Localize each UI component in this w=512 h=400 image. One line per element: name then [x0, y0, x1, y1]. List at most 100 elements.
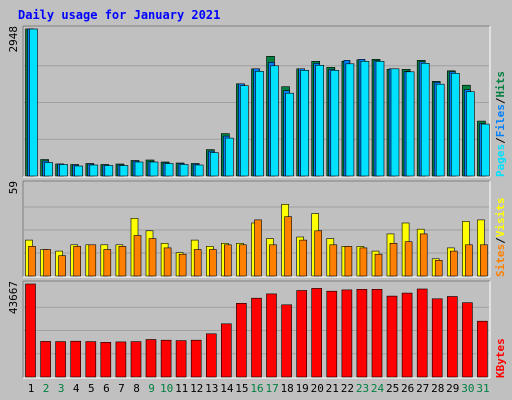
- x-tick-label: 17: [265, 382, 278, 395]
- bar-kbytes: [281, 304, 292, 378]
- bar-sites: [43, 249, 51, 277]
- x-tick-label: 18: [280, 382, 293, 395]
- legend-item: Files: [494, 104, 507, 137]
- bar-kbytes: [115, 341, 127, 378]
- bar-kbytes: [356, 288, 368, 378]
- bar-sites: [239, 244, 247, 277]
- x-tick-label: 15: [235, 382, 248, 395]
- bar-pages: [466, 91, 475, 177]
- x-tick-label: 23: [356, 382, 369, 395]
- legend-item: KBytes: [494, 338, 507, 378]
- x-tick-label: 28: [431, 382, 444, 395]
- x-tick-label: 4: [73, 382, 80, 395]
- bar-pages: [89, 164, 99, 177]
- bar-pages: [149, 161, 159, 177]
- legend-item: Hits: [494, 71, 507, 98]
- bar-pages: [435, 83, 445, 177]
- bar-kbytes: [311, 288, 323, 378]
- x-tick-label: 29: [446, 382, 459, 395]
- x-tick-label: 25: [386, 382, 399, 395]
- legend: KBytes: [494, 338, 507, 378]
- bar-kbytes: [477, 320, 488, 378]
- bar-sites: [209, 249, 217, 277]
- x-tick-label: 26: [401, 382, 414, 395]
- legend-item: /: [494, 137, 507, 144]
- x-tick-label: 27: [416, 382, 429, 395]
- bar-kbytes: [386, 295, 398, 378]
- bar-sites: [419, 233, 428, 277]
- bar-kbytes: [25, 283, 36, 378]
- bar-sites: [269, 244, 277, 277]
- x-tick-label: 10: [160, 382, 173, 395]
- legend-item: Visits: [494, 198, 507, 238]
- x-tick-label: 3: [58, 382, 65, 395]
- bar-kbytes: [100, 341, 112, 378]
- bar-pages: [270, 65, 279, 177]
- bar-pages: [225, 137, 234, 177]
- bar-kbytes: [251, 297, 262, 378]
- bar-sites: [389, 243, 398, 277]
- bar-pages: [450, 73, 460, 177]
- bar-sites: [344, 246, 353, 277]
- legend: Sites/Visits: [494, 198, 507, 278]
- bar-sites: [118, 246, 127, 277]
- bar-pages: [44, 162, 53, 177]
- bar-kbytes: [416, 288, 428, 378]
- bar-kbytes: [85, 341, 97, 378]
- bar-kbytes: [40, 341, 51, 378]
- bar-sites: [28, 246, 36, 277]
- bar-kbytes: [70, 340, 81, 378]
- x-tick-label: 21: [326, 382, 339, 395]
- bar-sites: [88, 244, 97, 277]
- bar-kbytes: [55, 341, 66, 378]
- bar-kbytes: [160, 339, 172, 378]
- legend-item: Sites: [494, 244, 507, 277]
- y-max-label: 43667: [7, 281, 20, 314]
- x-tick-label: 1: [28, 382, 35, 395]
- bar-kbytes: [326, 290, 338, 378]
- bar-pages: [300, 70, 310, 177]
- bar-kbytes: [175, 340, 187, 378]
- x-tick-label: 30: [461, 382, 474, 395]
- bar-pages: [164, 163, 174, 177]
- legend-item: /: [494, 237, 507, 244]
- bar-kbytes: [446, 296, 458, 378]
- bar-sites: [404, 241, 413, 277]
- bar-pages: [330, 70, 340, 177]
- bar-kbytes: [341, 289, 353, 378]
- x-tick-label: 31: [476, 382, 489, 395]
- bar-sites: [314, 230, 323, 277]
- bar-sites: [329, 244, 338, 277]
- bar-pages: [29, 28, 38, 177]
- bar-kbytes: [206, 333, 217, 378]
- bar-kbytes: [221, 323, 232, 378]
- bar-sites: [299, 239, 308, 277]
- bar-pages: [59, 164, 68, 177]
- x-tick-label: 24: [371, 382, 385, 395]
- x-tick-label: 16: [250, 382, 263, 395]
- x-tick-label: 9: [148, 382, 155, 395]
- legend-item: /: [494, 97, 507, 104]
- bar-pages: [390, 68, 400, 177]
- x-tick-label: 14: [220, 382, 234, 395]
- bar-pages: [119, 165, 129, 177]
- bar-sites: [73, 246, 81, 277]
- x-tick-label: 13: [205, 382, 218, 395]
- bar-kbytes: [145, 339, 157, 378]
- bar-pages: [255, 71, 264, 177]
- bar-pages: [315, 65, 325, 177]
- bar-sites: [178, 253, 187, 277]
- x-tick-label: 2: [43, 382, 50, 395]
- x-tick-label: 12: [190, 382, 203, 395]
- bar-pages: [104, 165, 114, 177]
- x-tick-label: 19: [296, 382, 309, 395]
- bar-kbytes: [190, 339, 202, 378]
- bar-sites: [465, 244, 473, 277]
- chart-title: Daily usage for January 2021: [18, 8, 220, 22]
- bar-sites: [133, 235, 142, 277]
- bar-pages: [481, 123, 490, 177]
- legend: Pages/Files/Hits: [494, 71, 507, 177]
- bar-sites: [374, 253, 383, 277]
- panel-2: 59 Sites/Visits: [7, 180, 507, 278]
